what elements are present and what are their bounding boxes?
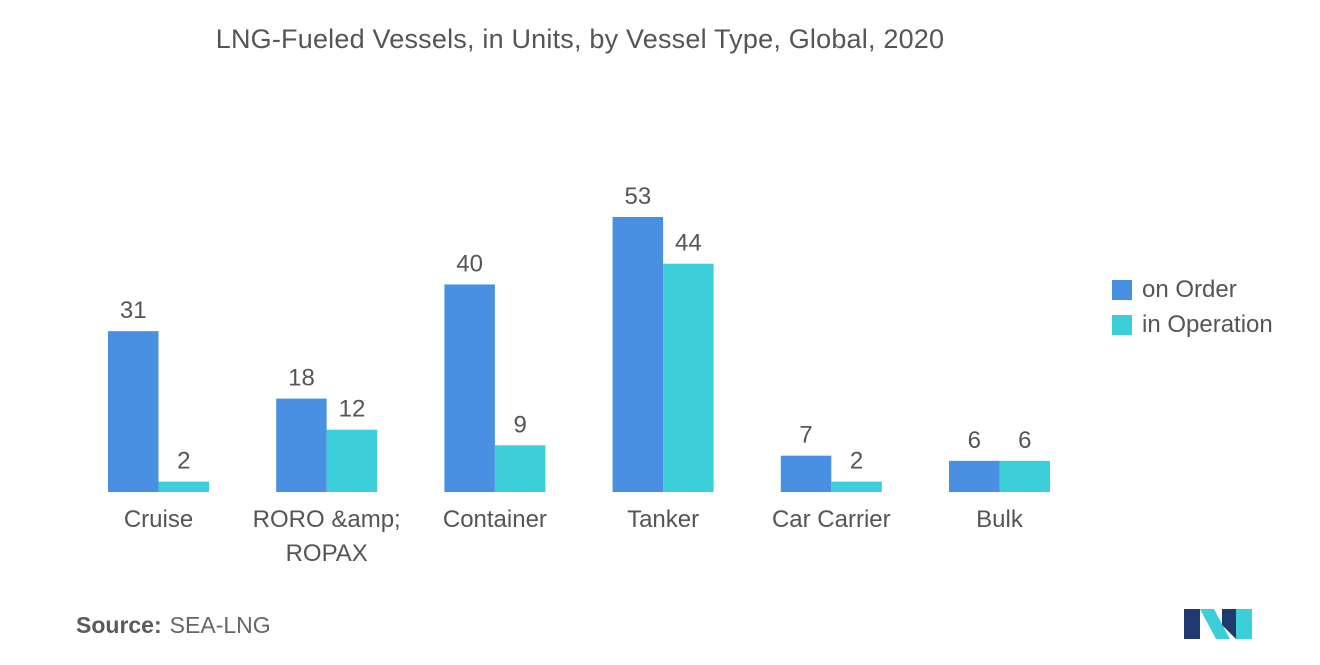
bar-in-operation-4	[831, 481, 882, 492]
source-label: Source:	[76, 612, 162, 638]
source-note: Source: SEA-LNG	[76, 612, 271, 639]
category-label: Cruise	[124, 506, 193, 533]
data-label: 12	[339, 396, 366, 423]
legend: on Order in Operation	[1112, 272, 1273, 342]
bar-on-order-3	[612, 217, 664, 492]
category-label: RORO &amp;	[253, 506, 401, 533]
data-label: 44	[675, 230, 702, 257]
legend-label-in-operation: in Operation	[1142, 310, 1273, 338]
data-label: 2	[850, 448, 863, 475]
bar-in-operation-2	[494, 445, 546, 492]
category-label: Bulk	[976, 506, 1024, 533]
bar-on-order-1	[276, 398, 327, 492]
bar-on-order-4	[780, 455, 832, 492]
data-label: 7	[799, 422, 812, 449]
category-label: Tanker	[627, 506, 699, 533]
chart-title: LNG-Fueled Vessels, in Units, by Vessel …	[215, 24, 945, 54]
data-label: 2	[177, 448, 190, 475]
legend-item-on-order: on Order	[1112, 272, 1273, 307]
source-value: SEA-LNG	[169, 612, 271, 638]
legend-swatch-on-order	[1112, 279, 1132, 300]
bar-on-order-2	[444, 284, 495, 492]
legend-item-in-operation: in Operation	[1112, 307, 1273, 342]
bar-on-order-5	[949, 460, 1000, 492]
legend-label-on-order: on Order	[1142, 275, 1237, 303]
data-label: 53	[624, 183, 651, 210]
company-logo-icon	[1184, 609, 1252, 639]
data-label: 6	[968, 427, 981, 454]
bar-in-operation-5	[999, 460, 1050, 492]
data-label: 40	[456, 250, 483, 277]
bar-in-operation-0	[158, 481, 209, 492]
bar-in-operation-3	[663, 263, 714, 492]
data-label: 18	[288, 365, 315, 392]
bar-on-order-0	[108, 331, 159, 492]
data-label: 6	[1018, 427, 1031, 454]
category-label: Car Carrier	[772, 506, 891, 533]
category-label: ROPAX	[286, 540, 368, 567]
legend-swatch-in-operation	[1112, 314, 1132, 335]
bar-in-operation-1	[326, 429, 378, 492]
data-label: 9	[513, 411, 526, 438]
category-label: Container	[443, 506, 547, 533]
data-label: 31	[120, 297, 147, 324]
